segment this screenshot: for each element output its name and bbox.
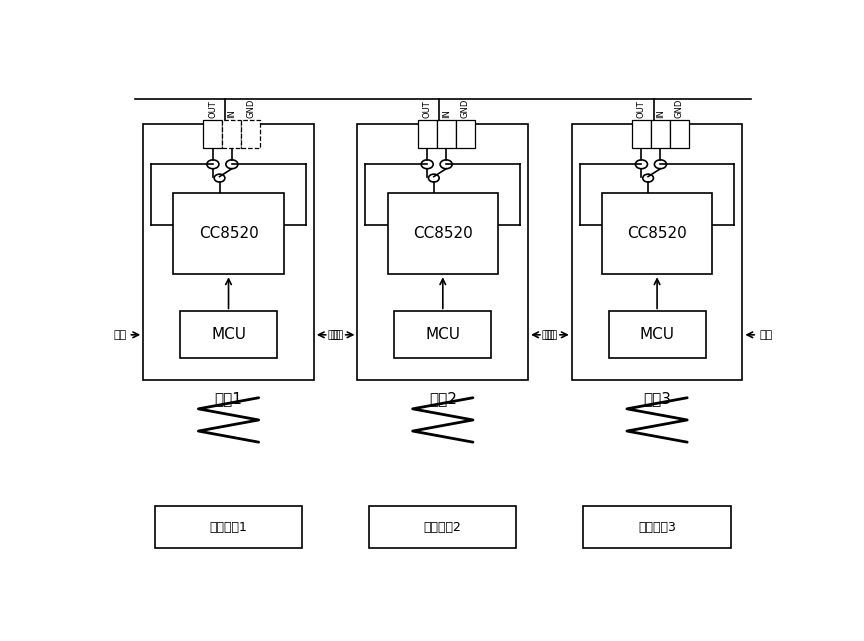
Bar bbox=[583, 506, 731, 548]
Text: OUT: OUT bbox=[422, 101, 432, 119]
Bar bbox=[143, 124, 314, 381]
Text: 控制: 控制 bbox=[327, 330, 340, 340]
Text: GND: GND bbox=[246, 99, 256, 119]
Text: IN: IN bbox=[227, 110, 237, 119]
Text: 无线副机1: 无线副机1 bbox=[210, 520, 247, 534]
Bar bbox=[358, 124, 528, 381]
Bar bbox=[632, 120, 651, 149]
Bar bbox=[241, 120, 260, 149]
Text: 检测: 检测 bbox=[545, 330, 558, 340]
Text: MCU: MCU bbox=[425, 328, 461, 342]
Text: MCU: MCU bbox=[639, 328, 675, 342]
Bar bbox=[369, 506, 517, 548]
Text: GND: GND bbox=[461, 99, 470, 119]
Bar bbox=[180, 312, 277, 358]
Text: 无线副机3: 无线副机3 bbox=[638, 520, 676, 534]
Text: MCU: MCU bbox=[211, 328, 246, 342]
Text: IN: IN bbox=[442, 110, 451, 119]
Text: 主机2: 主机2 bbox=[429, 391, 457, 406]
Bar bbox=[455, 120, 474, 149]
Bar bbox=[155, 506, 302, 548]
Text: GND: GND bbox=[675, 99, 684, 119]
Bar bbox=[203, 120, 222, 149]
Text: OUT: OUT bbox=[637, 101, 646, 119]
Bar bbox=[388, 193, 498, 274]
Text: OUT: OUT bbox=[208, 101, 218, 119]
Text: 无线副机2: 无线副机2 bbox=[424, 520, 461, 534]
Bar bbox=[670, 120, 689, 149]
Bar bbox=[436, 120, 455, 149]
Bar bbox=[572, 124, 742, 381]
Bar bbox=[417, 120, 436, 149]
Bar bbox=[394, 312, 492, 358]
Bar bbox=[608, 312, 706, 358]
Text: 控制: 控制 bbox=[542, 330, 555, 340]
Text: CC8520: CC8520 bbox=[627, 226, 687, 241]
Text: CC8520: CC8520 bbox=[413, 226, 473, 241]
Bar bbox=[222, 120, 241, 149]
Bar bbox=[602, 193, 712, 274]
Text: CC8520: CC8520 bbox=[199, 226, 258, 241]
Text: 控制: 控制 bbox=[113, 330, 126, 340]
Text: 主机1: 主机1 bbox=[214, 391, 243, 406]
Bar bbox=[174, 193, 283, 274]
Text: 检测: 检测 bbox=[331, 330, 344, 340]
Text: 主机3: 主机3 bbox=[643, 391, 671, 406]
Text: 检测: 检测 bbox=[759, 330, 772, 340]
Bar bbox=[651, 120, 670, 149]
Text: IN: IN bbox=[656, 110, 665, 119]
